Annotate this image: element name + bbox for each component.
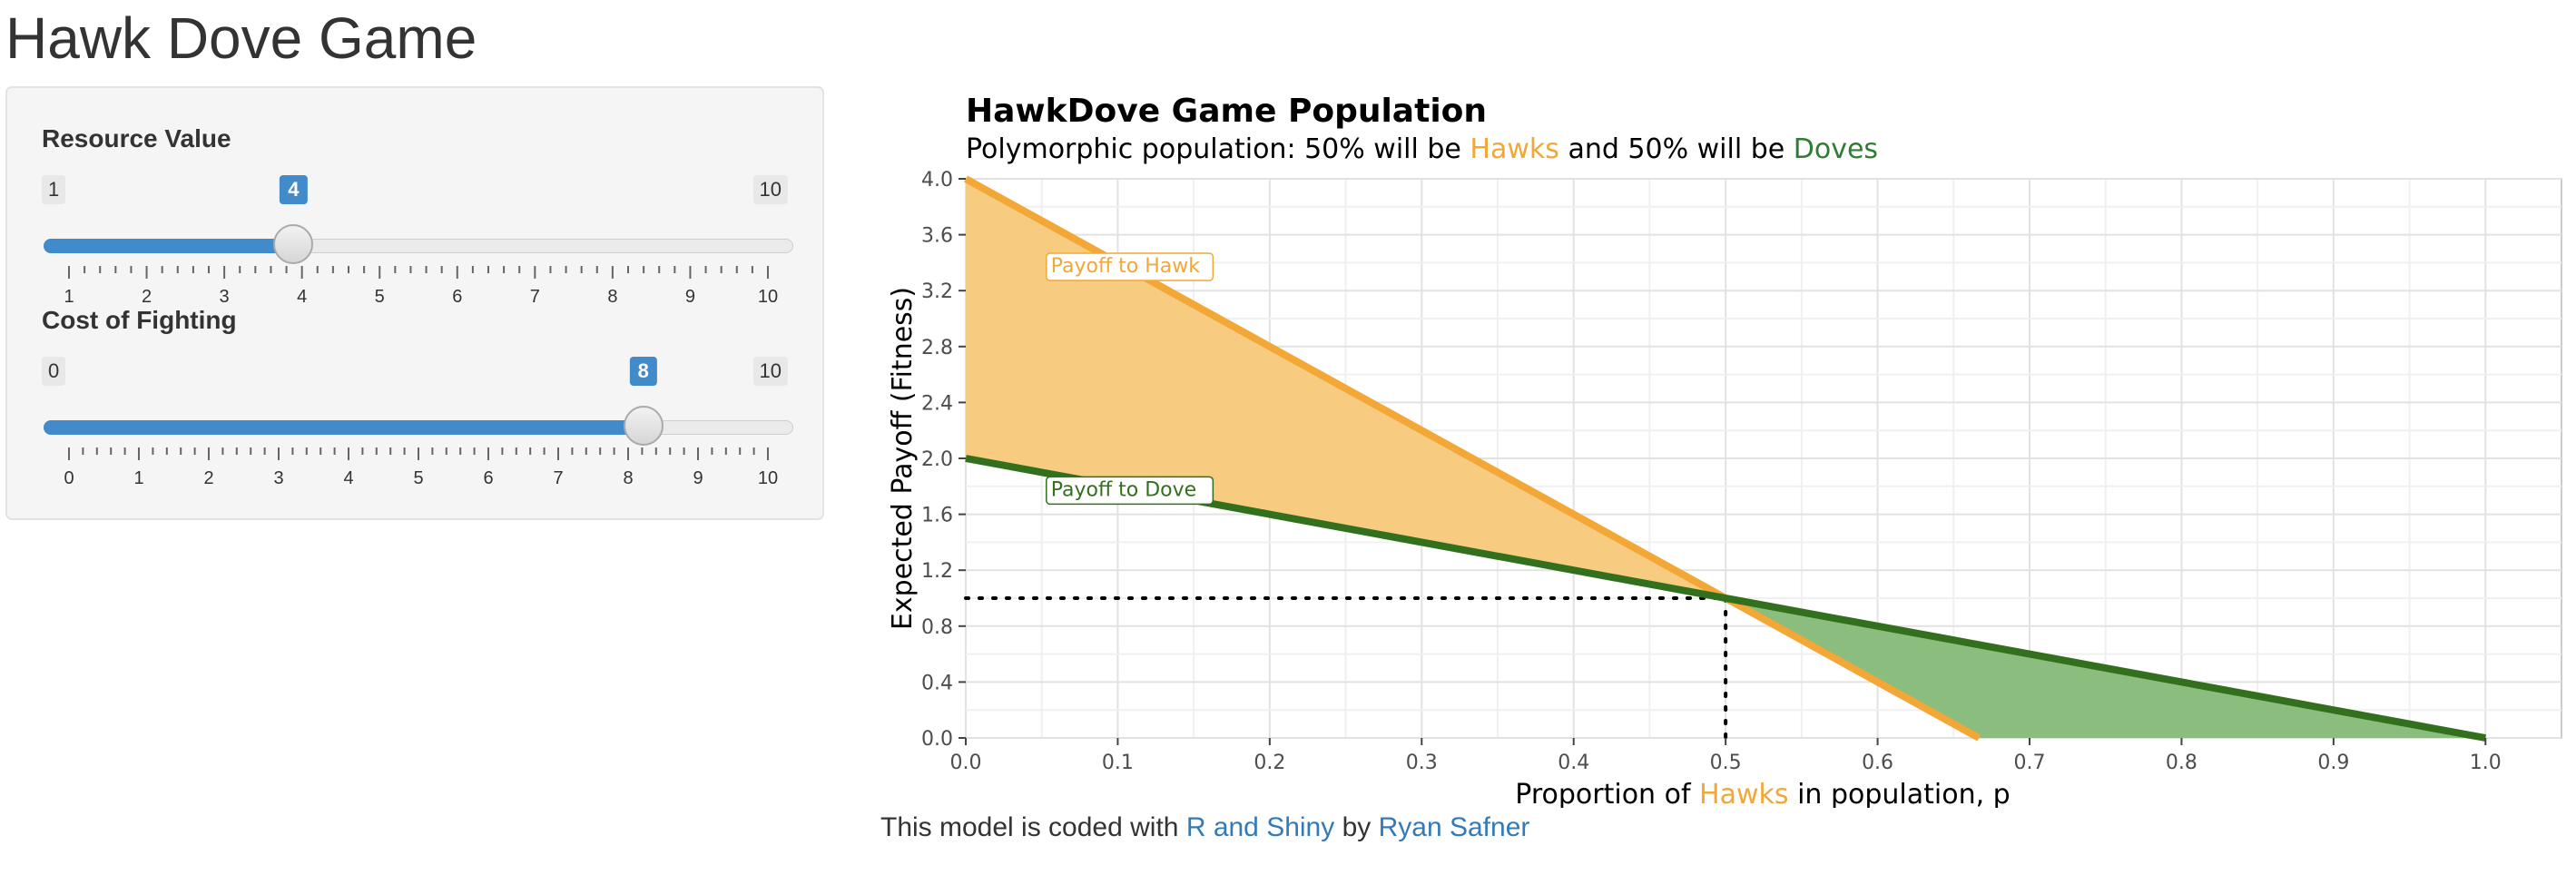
y-axis-tick-label: 0.0 [921,728,953,751]
y-axis-tick-label: 0.8 [921,616,953,639]
y-axis-tick-label: 1.2 [921,560,953,583]
cost-of-fighting-ticks: 0 1 2 3 4 5 6 7 8 9 10 [64,447,778,488]
hawk-payoff-label: Payoff to Hawk [1046,252,1214,281]
slider-tick-label: 0 [64,468,74,488]
cost-of-fighting-current: 8 [629,357,657,386]
slider-tick-label: 5 [375,287,385,307]
slider-tick-label: 4 [297,287,307,307]
slider-tick-label: 6 [483,468,493,488]
x-axis-tick-label: 1.0 [2470,752,2502,774]
slider-tick-label: 7 [530,287,540,307]
cost-of-fighting-max: 10 [752,357,788,386]
svg-text:Payoff to Dove: Payoff to Dove [1051,478,1196,501]
resource-value-slider[interactable]: Resource Value 1 10 4 1 2 3 4 5 6 7 8 9 10 [7,124,822,307]
footer-note: This model is coded with R and Shiny by … [880,812,1529,843]
slider-tick-label: 3 [220,287,230,307]
y-axis-tick-label: 3.6 [921,225,953,248]
svg-text:Payoff to Hawk: Payoff to Hawk [1051,255,1200,278]
slider-tick-label: 7 [553,468,563,488]
page-title: Hawk Dove Game [5,5,477,71]
x-axis-tick-label: 0.5 [1710,752,1742,774]
payoff-plot: HawkDove Game Population Polymorphic popu… [871,82,2576,862]
slider-tick-label: 9 [685,287,695,307]
slider-tick-label: 1 [64,287,74,307]
r-and-shiny-link[interactable]: R and Shiny [1185,812,1335,842]
y-axis-tick-label: 1.6 [921,505,953,527]
slider-tick-label: 8 [623,468,633,488]
sidebar-panel: Resource Value 1 10 4 1 2 3 4 5 6 7 8 9 10 Cost o… [5,86,824,520]
cost-of-fighting-fill [44,420,644,435]
y-axis-title: Expected Payoff (Fitness) [887,287,919,630]
slider-tick-label: 10 [758,287,778,307]
slider-tick-label: 5 [413,468,423,488]
cost-of-fighting-label: Cost of Fighting [42,306,237,334]
footer-middle: by [1334,812,1379,842]
resource-value-current: 4 [280,175,308,204]
plot-subtitle: Polymorphic population: 50% will be Hawk… [966,133,1878,165]
x-axis-tick-label: 0.4 [1558,752,1589,774]
slider-tick-label: 6 [452,287,462,307]
y-axis-tick-label: 3.2 [921,280,953,303]
x-axis-tick-label: 0.7 [2014,752,2046,774]
cost-of-fighting-handle[interactable] [623,406,664,446]
resource-value-label: Resource Value [42,124,231,152]
resource-value-ticks: 1 2 3 4 5 6 7 8 9 10 [64,266,778,307]
resource-value-min: 1 [42,175,66,204]
cost-of-fighting-min: 0 [42,357,66,386]
x-axis-tick-label: 0.3 [1406,752,1438,774]
y-axis-tick-label: 2.0 [921,448,953,471]
x-axis-tick-label: 0.2 [1254,752,1285,774]
x-axis-tick-label: 0.9 [2317,752,2349,774]
x-axis-tick-label: 0.8 [2166,752,2197,774]
x-axis-tick-label: 0.0 [950,752,982,774]
footer-prefix: This model is coded with [880,812,1186,842]
slider-tick-label: 8 [607,287,617,307]
x-axis-tick-label: 0.1 [1102,752,1134,774]
slider-tick-label: 1 [133,468,143,488]
y-axis-tick-label: 0.4 [921,672,953,694]
slider-tick-label: 3 [273,468,283,488]
y-axis-tick-label: 2.8 [921,337,953,359]
dove-payoff-label: Payoff to Dove [1046,476,1214,506]
x-axis-tick-label: 0.6 [1862,752,1893,774]
slider-tick-label: 9 [693,468,703,488]
y-axis-tick-label: 4.0 [921,169,953,192]
slider-tick-label: 10 [758,468,778,488]
resource-value-handle[interactable] [273,224,314,264]
y-axis-tick-label: 2.4 [921,392,953,415]
cost-of-fighting-slider[interactable]: Cost of Fighting 0 10 8 0 1 2 3 4 5 6 7 8 9 10 [7,306,822,488]
slider-tick-label: 2 [203,468,213,488]
resource-value-fill [44,239,294,253]
ryan-safner-link[interactable]: Ryan Safner [1378,812,1530,842]
slider-tick-label: 2 [142,287,152,307]
slider-tick-label: 4 [343,468,353,488]
plot-title: HawkDove Game Population [966,93,1487,130]
dove-payoff-line [965,455,2487,742]
resource-value-max: 10 [752,175,788,204]
x-axis-title: Proportion of Hawks in population, p [1515,779,2010,808]
